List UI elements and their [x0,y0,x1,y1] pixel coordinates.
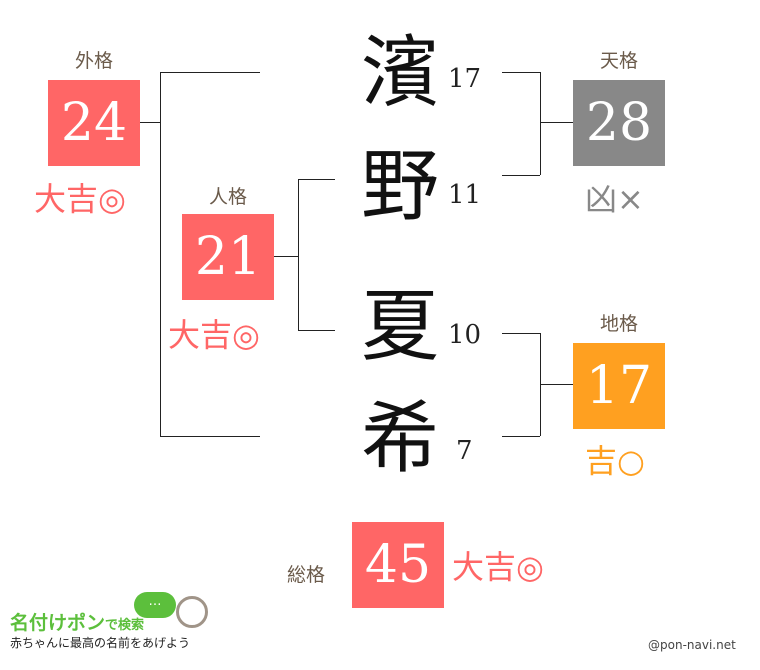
stroke-count: 11 [448,180,482,210]
name-char: 希 [360,394,439,484]
tenkaku-value: 28 [573,80,665,166]
speech-bubble-icon: … [134,592,176,618]
bracket-line [160,72,260,73]
soukaku-label: 総格 [286,564,325,586]
jinkaku-value: 21 [182,214,274,300]
jinkaku-fortune: 大吉◎ [168,316,260,354]
bracket-line [502,333,540,334]
name-char: 野 [360,142,439,232]
soukaku-value: 45 [352,522,444,608]
jinkaku-label: 人格 [208,186,247,208]
gaikaku-value: 24 [48,80,140,166]
bracket-line [160,436,260,437]
bracket-line [298,179,299,330]
logo[interactable]: … 名付けポンで検索 赤ちゃんに最高の名前をあげよう [8,588,223,658]
stroke-count: 7 [456,436,473,466]
gaikaku-fortune: 大吉◎ [34,180,126,218]
logo-tagline: 赤ちゃんに最高の名前をあげよう [10,636,191,650]
name-char: 濱 [360,28,439,118]
bracket-line [274,256,298,257]
credit: @pon-navi.net [648,638,736,652]
gaikaku-label: 外格 [74,50,113,72]
bracket-line [298,179,335,180]
soukaku-fortune: 大吉◎ [452,548,544,586]
bracket-line [298,330,335,331]
chikaku-label: 地格 [599,313,638,335]
tenkaku-fortune: 凶× [585,180,644,218]
logo-title: 名付けポン [10,612,106,634]
tenkaku-label: 天格 [599,50,638,72]
bracket-line [502,175,540,176]
bracket-line [140,122,160,123]
stroke-count: 10 [448,320,482,350]
bracket-line [540,384,573,385]
baby-face-icon [176,596,208,628]
bracket-line [540,122,573,123]
name-char: 夏 [360,282,439,372]
stroke-count: 17 [448,64,482,94]
chikaku-value: 17 [573,343,665,429]
chikaku-fortune: 吉○ [585,442,645,480]
bracket-line [540,72,541,175]
logo-suffix: で検索 [105,618,145,633]
bracket-line [502,436,540,437]
bracket-line [160,72,161,436]
bracket-line [502,72,540,73]
